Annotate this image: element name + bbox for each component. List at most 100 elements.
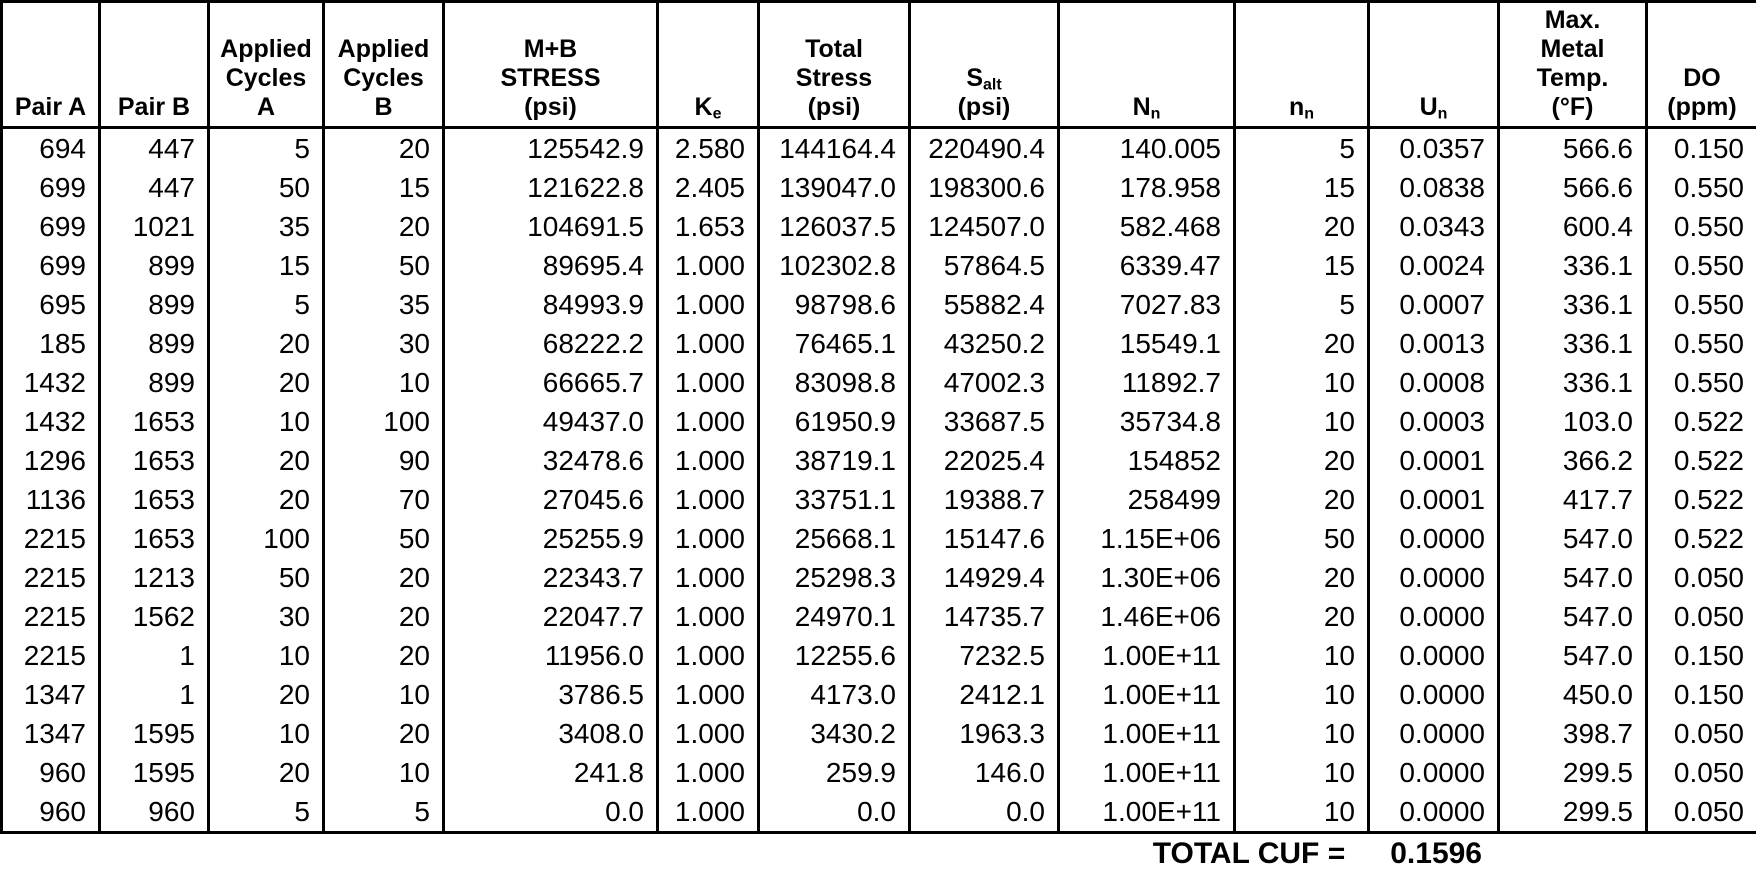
cell-max-metal-temp: 336.1 xyxy=(1497,324,1647,363)
col-header-un: Un xyxy=(1367,1,1499,129)
col-header-applied-cycles-a: Applied Cycles A xyxy=(207,1,324,129)
cell-pair-a: 2215 xyxy=(23,562,86,593)
header-text: Cycles xyxy=(343,64,424,92)
cell-nn-applied: 10 xyxy=(1233,402,1369,441)
cell-nn-allowable: 178.958 xyxy=(1057,168,1235,207)
cell-do: 0.522 xyxy=(1645,519,1756,558)
cell-nn-allowable: 258499 xyxy=(1057,480,1235,519)
header-text: n xyxy=(1288,93,1305,121)
col-header-total-stress: Total Stress (psi) xyxy=(757,1,910,129)
cell-max-metal-temp: 566.6 xyxy=(1497,127,1647,168)
cell-salt: 0.0 xyxy=(908,792,1059,833)
cell-max-metal-temp: 450.0 xyxy=(1497,675,1647,714)
cell-total-stress: 12255.6 xyxy=(757,636,910,675)
cell-max-metal-temp: 566.6 xyxy=(1497,168,1647,207)
header-text: Pair B xyxy=(117,93,191,121)
cell-un: 0.0003 xyxy=(1367,402,1499,441)
cell-salt: 2412.1 xyxy=(908,675,1059,714)
cell-nn-allowable: 1.00E+11 xyxy=(1057,675,1235,714)
header-text: n xyxy=(1150,105,1161,123)
cell-ke: 1.000 xyxy=(656,597,759,636)
cell-pair-b: 1595 xyxy=(98,753,209,792)
col-header-ke: Ke xyxy=(656,1,759,129)
fatigue-usage-table: Pair A Pair B Applied Cycles A Applied Cycles B… xyxy=(0,0,1756,834)
cell-un: 0.0008 xyxy=(1367,363,1499,402)
cell-mb-stress: 68222.2 xyxy=(442,324,658,363)
cell-nn-applied: 20 xyxy=(1233,597,1369,636)
cell-mb-stress: 104691.5 xyxy=(442,207,658,246)
col-header-do: DO (ppm) xyxy=(1645,1,1756,129)
cell-nn-applied: 15 xyxy=(1233,246,1369,285)
cell-nn-applied: 10 xyxy=(1233,636,1369,675)
cell-pair-b: 1213 xyxy=(98,558,209,597)
cell-total-stress: 126037.5 xyxy=(757,207,910,246)
cell-salt: 198300.6 xyxy=(908,168,1059,207)
header-text: A xyxy=(256,93,276,121)
cell-pair-b: 1595 xyxy=(98,714,209,753)
cell-applied-cycles-a: 10 xyxy=(207,636,324,675)
cell-ke: 1.000 xyxy=(656,714,759,753)
header-text: STRESS xyxy=(500,64,601,92)
cell-un: 0.0001 xyxy=(1367,441,1499,480)
cell-applied-cycles-b: 35 xyxy=(322,285,444,324)
col-header-pair-b: Pair B xyxy=(98,1,209,129)
cell-nn-allowable: 7027.83 xyxy=(1057,285,1235,324)
cell-mb-stress: 22047.7 xyxy=(442,597,658,636)
cell-max-metal-temp: 103.0 xyxy=(1497,402,1647,441)
header-text: e xyxy=(712,105,722,123)
cell-mb-stress: 27045.6 xyxy=(442,480,658,519)
cell-applied-cycles-b: 20 xyxy=(322,636,444,675)
cell-max-metal-temp: 336.1 xyxy=(1497,246,1647,285)
cell-do: 0.050 xyxy=(1645,714,1756,753)
cell-applied-cycles-b: 20 xyxy=(322,714,444,753)
cell-mb-stress: 49437.0 xyxy=(442,402,658,441)
cell-do: 0.150 xyxy=(1645,636,1756,675)
cell-applied-cycles-a: 50 xyxy=(207,168,324,207)
cell-mb-stress: 11956.0 xyxy=(442,636,658,675)
cell-pair-b: 1021 xyxy=(98,207,209,246)
cell-nn-applied: 5 xyxy=(1233,285,1369,324)
cell-mb-stress: 125542.9 xyxy=(442,127,658,168)
header-text: (psi) xyxy=(524,93,577,121)
cell-nn-allowable: 1.15E+06 xyxy=(1057,519,1235,558)
header-text: n xyxy=(1304,105,1315,123)
cell-nn-allowable: 1.46E+06 xyxy=(1057,597,1235,636)
cell-applied-cycles-a: 5 xyxy=(207,792,324,833)
cell-mb-stress: 3786.5 xyxy=(442,675,658,714)
cell-pair-a: 1347 xyxy=(23,718,86,749)
cell-nn-allowable: 11892.7 xyxy=(1057,363,1235,402)
cell-applied-cycles-b: 10 xyxy=(322,675,444,714)
cell-pair-a: 2215 xyxy=(23,640,86,671)
cell-ke: 1.000 xyxy=(656,753,759,792)
cell-applied-cycles-b: 100 xyxy=(322,402,444,441)
col-header-pair-a: Pair A xyxy=(1,1,100,129)
cell-pair-b: 1653 xyxy=(98,519,209,558)
cell-applied-cycles-b: 70 xyxy=(322,480,444,519)
cell-applied-cycles-a: 20 xyxy=(207,675,324,714)
header-text: Temp. xyxy=(1536,64,1609,92)
cell-nn-applied: 10 xyxy=(1233,753,1369,792)
header-text: Cycles xyxy=(225,64,307,92)
cell-do: 0.050 xyxy=(1645,792,1756,833)
cell-nn-applied: 10 xyxy=(1233,363,1369,402)
cell-pair-a: 1347 xyxy=(23,679,86,710)
cell-do: 0.550 xyxy=(1645,246,1756,285)
cell-pair-b: 447 xyxy=(98,127,209,168)
cell-pair-b: 1562 xyxy=(98,597,209,636)
cell-nn-allowable: 6339.47 xyxy=(1057,246,1235,285)
cell-mb-stress: 241.8 xyxy=(442,753,658,792)
table-row: 694 447 5 20 125542.9 2.580 144164.4 220490.4 14… xyxy=(2,127,1756,168)
cell-ke: 1.000 xyxy=(656,636,759,675)
table-row: 1136 1653 20 70 27045.6 1.000 33751.1 19388.7 25… xyxy=(2,480,1756,519)
cell-un: 0.0838 xyxy=(1367,168,1499,207)
cell-nn-applied: 20 xyxy=(1233,441,1369,480)
cell-total-stress: 139047.0 xyxy=(757,168,910,207)
cell-pair-a: 694 xyxy=(39,133,86,164)
cell-max-metal-temp: 547.0 xyxy=(1497,519,1647,558)
cell-nn-allowable: 140.005 xyxy=(1057,127,1235,168)
cell-applied-cycles-b: 5 xyxy=(322,792,444,833)
cell-pair-a: 699 xyxy=(39,211,86,242)
header-text: S xyxy=(966,64,983,92)
cell-salt: 57864.5 xyxy=(908,246,1059,285)
